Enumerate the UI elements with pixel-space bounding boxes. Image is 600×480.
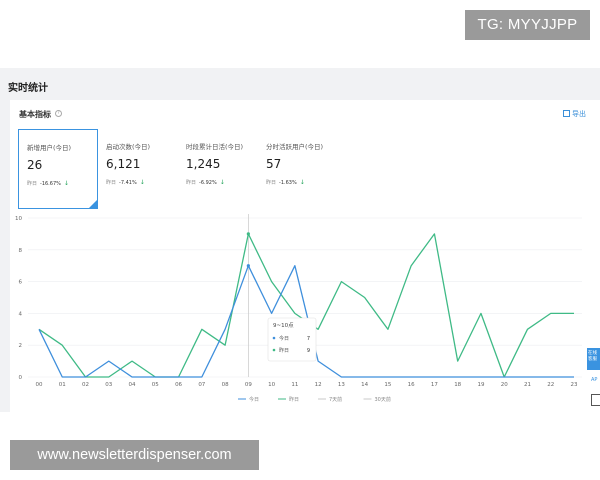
tooltip-dot [272, 336, 276, 340]
metric-launches[interactable]: 启动次数(今日) 6,121 昨日 -7.41% ↓ [98, 129, 178, 209]
watermark-bottom: www.newsletterdispenser.com [10, 440, 259, 470]
x-tick-label: 11 [291, 382, 298, 388]
x-tick-label: 04 [129, 382, 136, 388]
panel-title: 实时统计 [8, 83, 48, 94]
question-circle-icon[interactable]: ? [55, 110, 62, 117]
x-tick-label: 16 [408, 382, 415, 388]
tooltip-series-value: 7 [307, 336, 310, 342]
metric-compare: 昨日 -7.41% ↓ [106, 179, 145, 186]
x-tick-label: 07 [198, 382, 205, 388]
metric-value: 26 [27, 158, 43, 172]
x-tick-label: 20 [501, 382, 508, 388]
tooltip-box [267, 317, 317, 362]
metric-compare: 昨日 -6.92% ↓ [186, 179, 225, 186]
legend-label[interactable]: 30天前 [375, 396, 391, 403]
tooltip-series-value: 9 [307, 348, 310, 354]
metric-label: 分时活跃用户(今日) [266, 143, 324, 151]
x-tick-label: 08 [222, 382, 229, 388]
x-tick-label: 17 [431, 382, 438, 388]
side-ap-label[interactable]: AP [591, 377, 598, 383]
x-tick-label: 13 [338, 382, 345, 388]
y-tick-label: 0 [19, 375, 23, 381]
arrow-down-icon: ↓ [63, 180, 69, 187]
y-tick-label: 6 [19, 280, 23, 286]
metric-compare: 昨日 -1.63% ↓ [266, 179, 305, 186]
x-tick-label: 14 [361, 382, 368, 388]
metric-compare: 昨日 -16.67% ↓ [27, 180, 69, 187]
x-tick-label: 06 [175, 382, 182, 388]
metric-cumulative-dau[interactable]: 时段累计日活(今日) 1,245 昨日 -6.92% ↓ [178, 129, 258, 209]
x-tick-label: 10 [268, 382, 275, 388]
metric-label: 新增用户(今日) [27, 144, 72, 152]
y-tick-label: 8 [19, 248, 23, 254]
arrow-down-icon: ↓ [139, 179, 145, 186]
tooltip-title: 9~10点 [273, 322, 294, 329]
x-tick-label: 19 [477, 382, 484, 388]
x-tick-label: 01 [59, 382, 66, 388]
legend-label[interactable]: 昨日 [289, 396, 299, 403]
tooltip-series-name: 昨日 [279, 347, 289, 354]
legend-label[interactable]: 7天前 [329, 396, 342, 403]
x-tick-label: 02 [82, 382, 89, 388]
qr-code-icon[interactable] [591, 394, 600, 406]
y-tick-label: 10 [15, 216, 22, 222]
series-line-today[interactable] [38, 265, 574, 378]
x-tick-label: 15 [384, 382, 391, 388]
x-tick-label: 12 [315, 382, 322, 388]
arrow-down-icon: ↓ [219, 179, 225, 186]
x-tick-label: 18 [454, 382, 461, 388]
hover-point[interactable] [246, 232, 250, 236]
x-tick-label: 00 [36, 382, 43, 388]
metric-label: 时段累计日活(今日) [186, 143, 244, 151]
tooltip-series-name: 今日 [279, 335, 289, 342]
x-tick-label: 09 [245, 382, 252, 388]
watermark-top: TG: MYYJJPP [465, 10, 590, 40]
legend-label[interactable]: 今日 [249, 396, 259, 403]
x-tick-label: 05 [152, 382, 159, 388]
export-icon [563, 110, 570, 117]
metric-value: 57 [266, 157, 282, 171]
metric-value: 1,245 [186, 157, 221, 171]
tooltip-dot [272, 348, 276, 352]
export-button[interactable]: 导出 [563, 109, 586, 119]
x-tick-label: 22 [547, 382, 554, 388]
metric-value: 6,121 [106, 157, 141, 171]
metric-label: 启动次数(今日) [106, 143, 151, 151]
x-tick-label: 03 [105, 382, 112, 388]
export-label: 导出 [572, 110, 586, 118]
y-tick-label: 2 [19, 343, 23, 349]
metric-new-users[interactable]: 新增用户(今日) 26 昨日 -16.67% ↓ [18, 129, 98, 209]
metric-hourly-active[interactable]: 分时活跃用户(今日) 57 昨日 -1.63% ↓ [258, 129, 338, 209]
hover-point[interactable] [246, 264, 250, 268]
online-service-tab[interactable]: 在线客服 [587, 348, 600, 370]
x-tick-label: 21 [524, 382, 531, 388]
y-tick-label: 4 [19, 311, 23, 317]
card-title: 基本指标 [19, 110, 51, 119]
x-tick-label: 23 [571, 382, 578, 388]
arrow-down-icon: ↓ [299, 179, 305, 186]
